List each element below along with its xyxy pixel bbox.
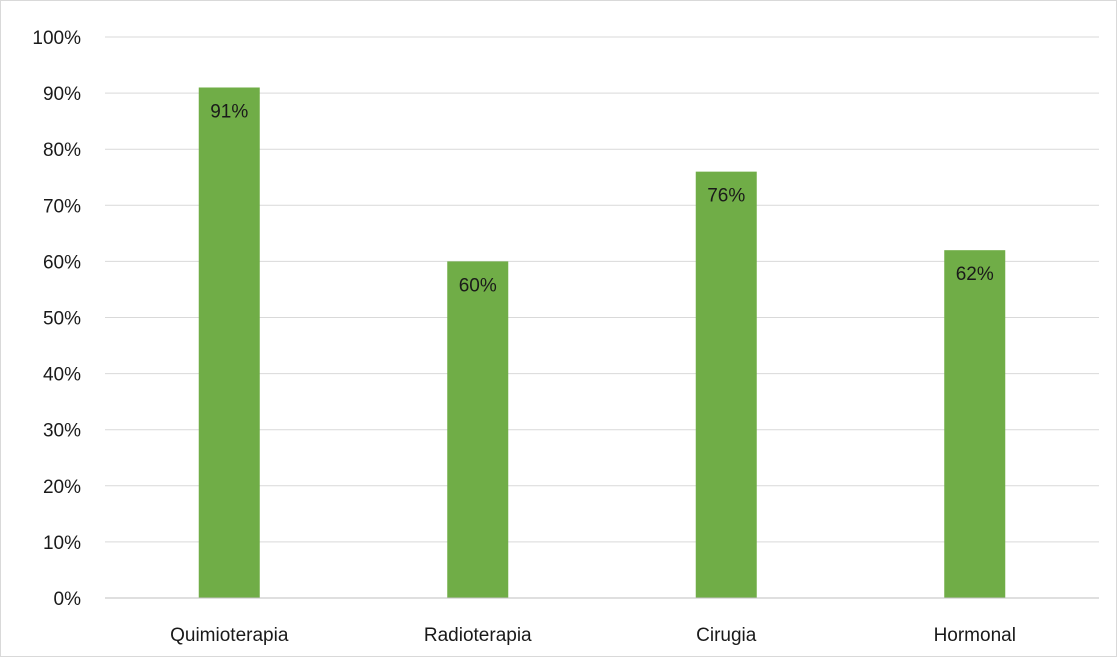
y-tick-label: 100% [32,28,81,49]
data-label: 91% [210,101,248,122]
bars [198,87,1006,599]
bar [447,261,509,598]
y-tick-label: 90% [43,84,81,105]
bar [695,171,757,598]
y-tick-label: 40% [43,365,81,386]
x-tick-label: Quimioterapia [170,625,289,646]
x-tick-labels: Quimioterapia Radioterapia Cirugia Hormonal [170,625,1016,646]
x-tick-label: Hormonal [934,625,1016,646]
data-label: 62% [956,264,994,285]
data-label: 60% [459,275,497,296]
x-tick-label: Cirugia [696,625,757,646]
y-tick-labels: 0% 10% 20% 30% 40% 50% 60% 70% 80% 90% 100% [32,28,81,610]
y-tick-label: 80% [43,140,81,161]
x-tick-label: Radioterapia [424,625,532,646]
data-label: 76% [707,186,745,207]
data-labels: 91% 60% 76% 62% [210,101,994,296]
bar [198,87,260,599]
y-tick-label: 10% [43,533,81,554]
gridlines [105,36,1099,543]
y-tick-label: 30% [43,421,81,442]
y-tick-label: 20% [43,477,81,498]
y-tick-label: 50% [43,309,81,330]
bar [944,250,1006,598]
y-tick-label: 70% [43,196,81,217]
y-tick-label: 0% [54,589,82,610]
y-tick-label: 60% [43,252,81,273]
